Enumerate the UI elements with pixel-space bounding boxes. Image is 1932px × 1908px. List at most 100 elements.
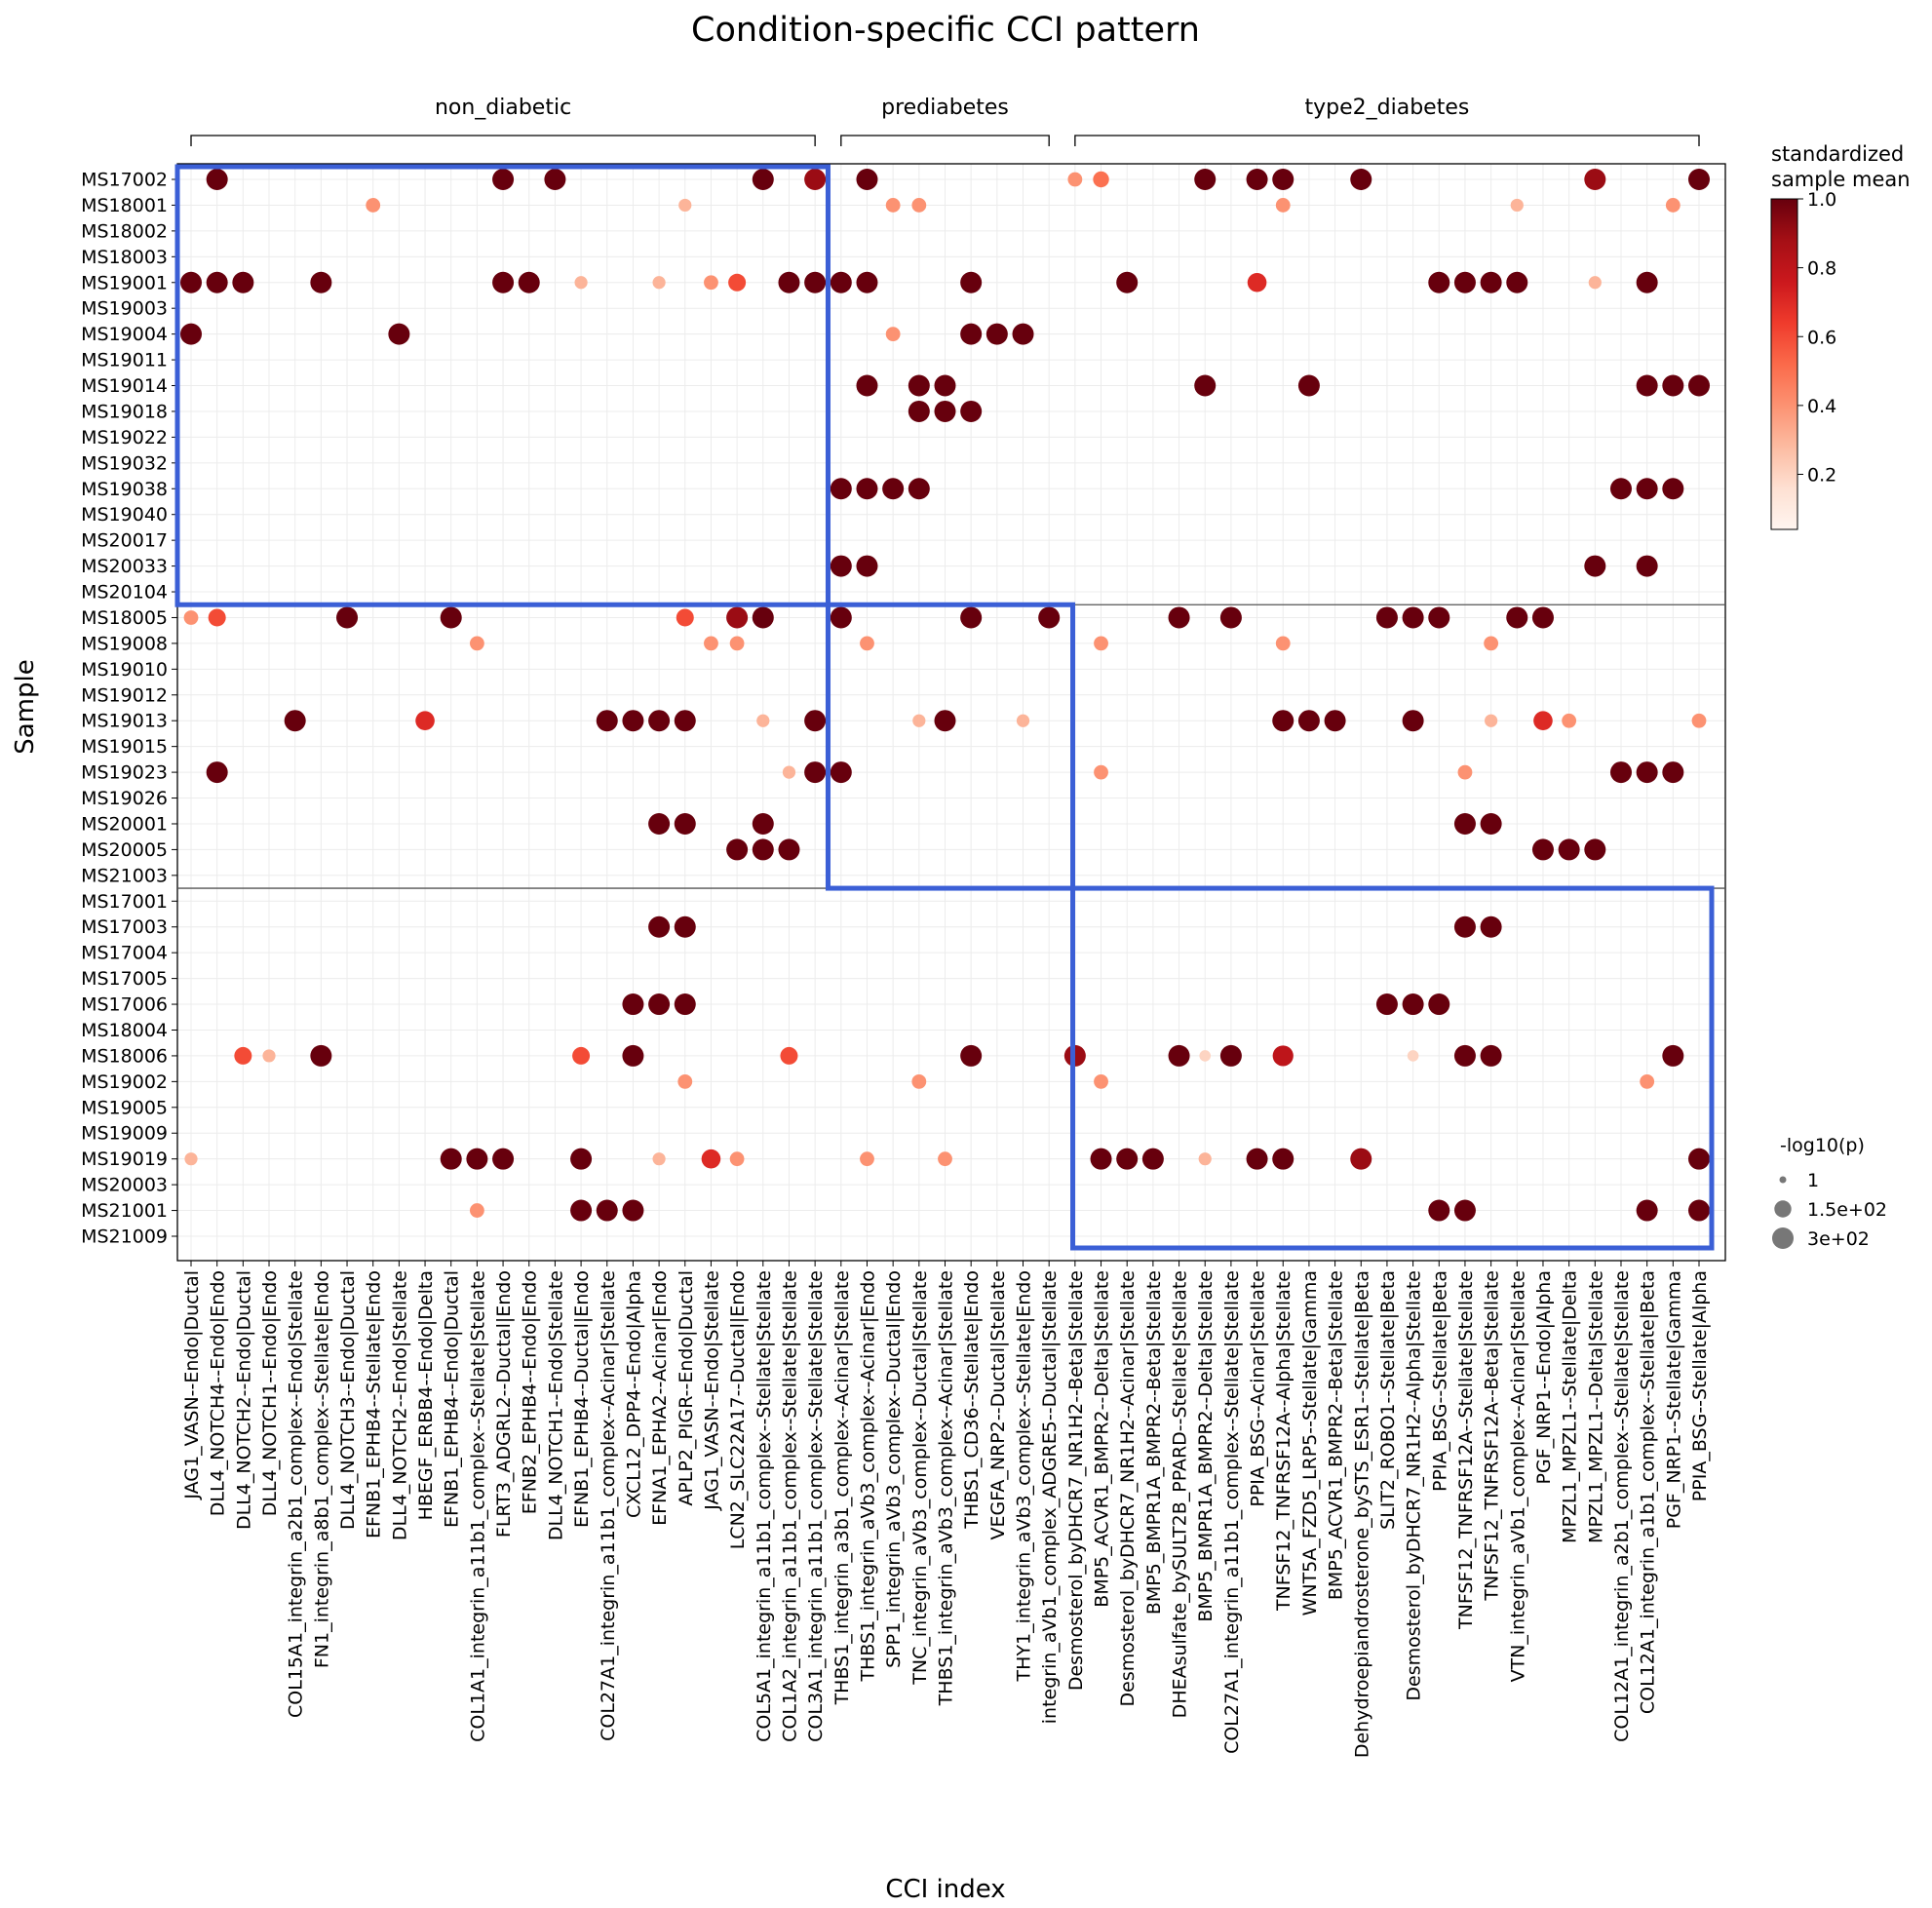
x-axis-label: CCI index (885, 1875, 1005, 1904)
data-point (701, 1149, 721, 1169)
data-point (985, 323, 1008, 345)
data-point (1272, 1148, 1294, 1170)
data-point (388, 323, 410, 345)
data-point (1199, 1050, 1212, 1062)
y-tick-label: MS19004 (81, 324, 168, 345)
data-point (729, 636, 745, 651)
x-tick-label: TNFSF12_TNFRSF12A--Stellate|Stellate (1455, 1270, 1477, 1630)
highlight-boxes (174, 164, 1715, 1251)
x-tick-label: PPIA_BSG--Stellate|Alpha (1689, 1270, 1711, 1501)
size-legend-label: 1.5e+02 (1807, 1199, 1887, 1221)
data-point (1662, 1044, 1684, 1067)
data-point (1012, 323, 1034, 345)
colorbar-tick-label: 0.8 (1807, 258, 1836, 280)
data-point (678, 198, 692, 213)
data-point (752, 169, 774, 190)
x-tick-labels: JAG1_VASN--Endo|Ductal DLL4_NOTCH4--Endo|… (181, 1261, 1711, 1758)
data-point (804, 271, 827, 293)
data-point (1636, 374, 1658, 397)
data-point (1636, 761, 1658, 784)
data-point (574, 276, 588, 290)
data-point (856, 271, 878, 293)
x-tick-label: DLL4_NOTCH3--Endo|Ductal (337, 1270, 359, 1530)
colorbar-tick-label: 0.6 (1807, 327, 1836, 348)
x-tick-label: LCN2_SLC22A17--Ductal|Endo (727, 1270, 749, 1549)
y-tick-label: MS19014 (81, 375, 168, 397)
y-tick-label: MS18001 (81, 195, 168, 216)
data-point (729, 1151, 745, 1167)
data-point (469, 636, 484, 651)
data-point (310, 271, 332, 293)
data-point (1584, 555, 1606, 577)
data-point (648, 710, 671, 732)
x-tick-label: JAG1_VASN--Endo|Stellate (701, 1270, 722, 1511)
x-tick-label: EFNB1_EPHB4--Stellate|Endo (364, 1270, 385, 1538)
data-point (648, 915, 671, 938)
condition-highlight-box (174, 164, 831, 607)
data-point (1506, 271, 1528, 293)
data-point (1141, 1148, 1164, 1170)
x-tick-label: DLL4_NOTCH2--Endo|Ductal (233, 1270, 254, 1530)
data-point (622, 710, 644, 732)
data-point (1297, 710, 1320, 732)
y-axis-label: Sample (11, 659, 40, 755)
x-tick-label: THBS1_integrin_aVb3_complex--Acinar|Stel… (936, 1270, 957, 1706)
y-tick-label: MS17001 (81, 891, 168, 913)
data-point (1584, 169, 1606, 190)
y-tick-label: MS20003 (81, 1175, 168, 1196)
data-point (180, 271, 202, 293)
y-tick-label: MS18002 (81, 220, 168, 242)
data-point (180, 323, 202, 345)
data-point (830, 478, 852, 500)
data-point (1094, 1073, 1108, 1089)
data-point (860, 636, 874, 651)
x-tick-label: COL15A1_integrin_a2b1_complex--Endo|Stel… (286, 1270, 307, 1718)
data-point (860, 1151, 874, 1167)
data-point (1198, 1152, 1212, 1166)
data-point (1219, 1044, 1242, 1067)
data-point (208, 608, 226, 627)
group-label: non_diabetic (435, 96, 571, 120)
data-point (704, 636, 718, 651)
data-point (934, 374, 956, 397)
x-tick-label: COL1A2_integrin_a11b1_complex--Stellate|… (779, 1270, 800, 1742)
group-brackets: non_diabetic prediabetes type2_diabetes (190, 96, 1700, 146)
data-point (778, 838, 800, 861)
data-point (856, 478, 878, 500)
y-tick-label: MS19022 (81, 427, 168, 448)
data-point (622, 1199, 644, 1222)
y-tick-label: MS19023 (81, 762, 168, 784)
group-label: type2_diabetes (1305, 96, 1470, 120)
data-point (726, 606, 749, 629)
x-tick-label: COL5A1_integrin_a11b1_complex--Stellate|… (753, 1270, 775, 1742)
y-tick-label: MS19009 (81, 1123, 168, 1145)
x-tick-label: DLL4_NOTCH4--Endo|Endo (208, 1270, 229, 1516)
data-point (1636, 478, 1658, 500)
data-point (184, 1152, 198, 1166)
colorbar-label: sample mean (1771, 168, 1911, 191)
data-point (1272, 710, 1294, 732)
data-point (830, 606, 852, 629)
data-point (830, 761, 852, 784)
data-point (622, 1044, 644, 1067)
y-tick-label: MS19040 (81, 504, 168, 526)
data-point (310, 1044, 332, 1067)
colorbar-gradient-bar (1770, 198, 1798, 530)
y-tick-label: MS18005 (81, 607, 168, 629)
data-point (1480, 1044, 1502, 1067)
data-point (934, 400, 956, 422)
data-point (674, 915, 696, 938)
x-tick-label: BMP5_ACVR1_BMPR2--Beta|Stellate (1326, 1270, 1347, 1600)
y-tick-label: MS19005 (81, 1097, 168, 1118)
data-point (1272, 1045, 1294, 1067)
data-point (1636, 271, 1658, 293)
data-point (885, 198, 901, 213)
data-point (206, 271, 228, 293)
data-point (1510, 198, 1524, 213)
data-point (1480, 915, 1502, 938)
data-point (1350, 169, 1372, 190)
colorbar-label: standardized (1771, 142, 1904, 166)
x-tick-label: SLIT2_ROBO1--Stellate|Beta (1377, 1270, 1399, 1530)
data-point (284, 710, 306, 732)
